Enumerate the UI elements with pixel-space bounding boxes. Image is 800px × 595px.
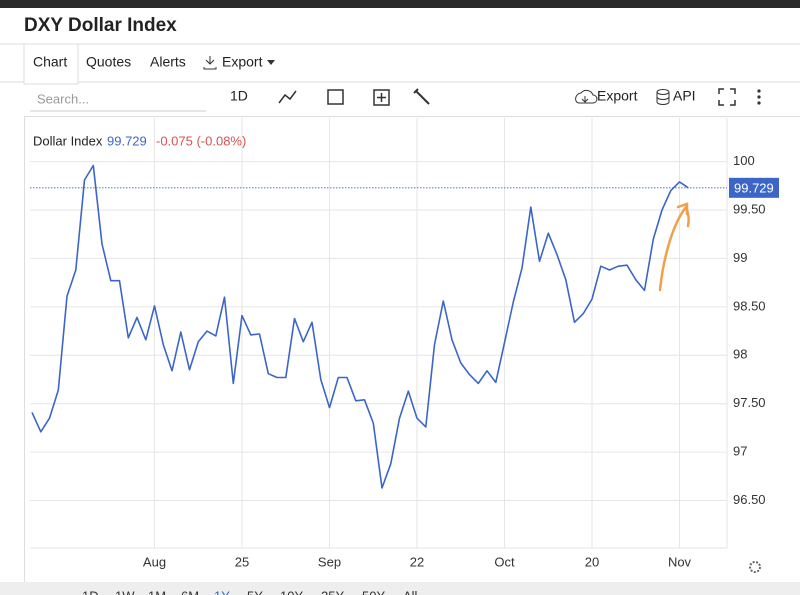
export-icon[interactable] xyxy=(575,89,598,104)
menu-dot xyxy=(757,95,761,99)
chart-frame xyxy=(24,116,800,583)
y-tick-label: 97.50 xyxy=(733,395,766,410)
tab[interactable]: Chart xyxy=(33,54,67,70)
interval-button[interactable]: 1D xyxy=(230,88,248,104)
menu-dot[interactable] xyxy=(757,89,761,93)
menu-dot xyxy=(757,101,761,105)
y-tick-label: 96.50 xyxy=(733,492,766,507)
range-button[interactable]: 6M xyxy=(181,588,199,595)
range-button[interactable]: 50Y xyxy=(362,588,385,595)
active-tab[interactable] xyxy=(23,43,79,85)
range-button[interactable]: 5Y xyxy=(247,588,263,595)
top-bar xyxy=(0,0,800,8)
y-tick-label: 98.50 xyxy=(733,298,766,313)
settings-icon[interactable] xyxy=(413,88,430,105)
x-tick-label: 22 xyxy=(410,554,424,569)
export-button[interactable]: Export xyxy=(597,88,638,104)
api-icon[interactable] xyxy=(656,89,670,95)
api-icon-body xyxy=(656,92,670,105)
x-tick-label: Oct xyxy=(494,554,515,569)
tab[interactable]: Export xyxy=(222,54,263,70)
x-tick-label: Sep xyxy=(318,554,341,569)
range-button[interactable]: 1W xyxy=(115,588,135,595)
legend-change: -0.075 (-0.08%) xyxy=(156,133,246,148)
grid: 96.50 97 97.50 98 98.50 99 99.50 100 Aug 25 Sep 22 O… xyxy=(30,118,766,569)
last-price-box xyxy=(729,177,779,198)
add-icon-plus xyxy=(377,93,386,102)
y-tick-label: 98 xyxy=(733,347,747,362)
x-tick-label: Nov xyxy=(668,554,692,569)
range-button[interactable]: All xyxy=(403,588,418,595)
chart-settings-icon[interactable] xyxy=(749,561,761,573)
tab[interactable]: Quotes xyxy=(86,54,131,70)
annotation-arrow xyxy=(658,202,689,292)
calendar-icon[interactable] xyxy=(327,89,344,105)
legend-name: Dollar Index xyxy=(33,133,103,148)
range-button[interactable]: 1Y xyxy=(214,588,230,595)
y-tick-label: 97 xyxy=(733,444,747,459)
search-input[interactable]: Search... xyxy=(37,91,89,106)
range-button[interactable]: 10Y xyxy=(280,588,303,595)
range-button[interactable]: 1D xyxy=(82,588,99,595)
range-bar xyxy=(0,582,800,595)
range-button[interactable]: 25Y xyxy=(321,588,344,595)
y-tick-label: 100 xyxy=(733,153,755,168)
last-price-label: 99.729 xyxy=(734,180,774,195)
x-tick-label: Aug xyxy=(143,554,166,569)
plot: 99.729 xyxy=(30,164,779,489)
dropdown-caret xyxy=(267,60,275,65)
y-tick-label: 99 xyxy=(733,250,747,265)
download-icon xyxy=(203,56,217,70)
api-button[interactable]: API xyxy=(673,88,696,104)
tab[interactable]: Alerts xyxy=(150,54,186,70)
y-tick-label: 99.50 xyxy=(733,201,766,216)
x-tick-label: 20 xyxy=(585,554,599,569)
line-series xyxy=(31,164,689,489)
legend-value: 99.729 xyxy=(107,133,147,148)
annotation-arrow-tail xyxy=(684,205,690,228)
range-button[interactable]: 1M xyxy=(148,588,166,595)
x-tick-label: 25 xyxy=(235,554,249,569)
add-icon[interactable] xyxy=(373,89,390,106)
page-title: DXY Dollar Index xyxy=(24,15,177,36)
chart-type-icon[interactable] xyxy=(278,90,297,104)
range-buttons: 1D 1W 1M 6M 1Y 5Y 10Y 25Y 50Y All xyxy=(82,588,418,595)
fullscreen-icon[interactable] xyxy=(718,88,736,106)
